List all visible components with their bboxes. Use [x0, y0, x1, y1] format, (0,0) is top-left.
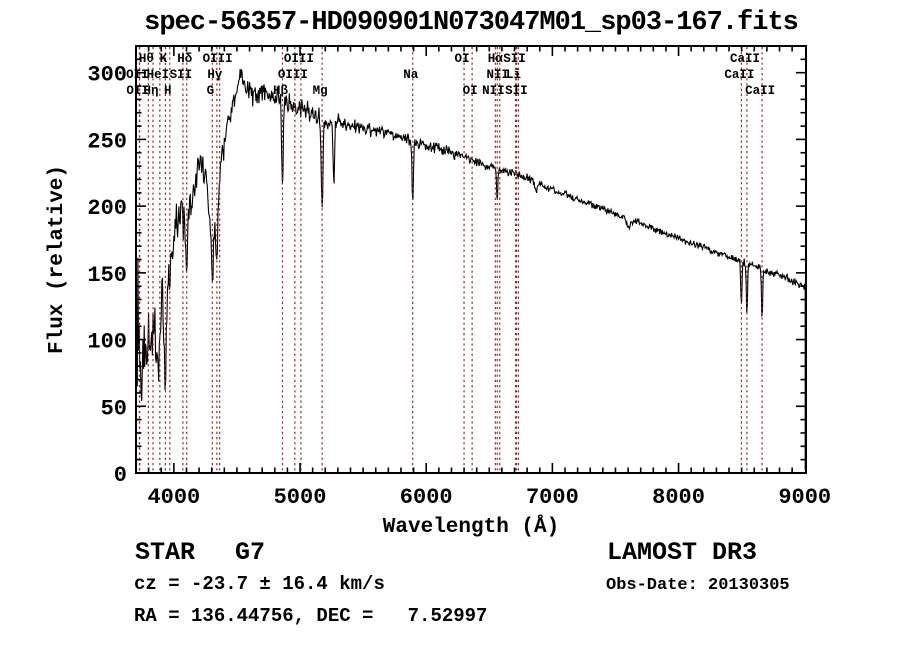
- class-label: STAR: [135, 538, 196, 567]
- spectrum-path: [135, 68, 806, 471]
- spectral-line-label: Hθ: [139, 52, 154, 66]
- plot-frame: [135, 45, 807, 474]
- classification-line: STAR G7: [135, 538, 265, 567]
- spectral-line-label: CaII: [745, 84, 775, 98]
- y-tick-label: 50: [101, 396, 127, 421]
- spectral-line-label: OI: [455, 52, 470, 66]
- spectral-line-label: OIII: [203, 52, 233, 66]
- y-tick-label: 0: [114, 463, 127, 488]
- x-tick-label: 6000: [400, 485, 453, 510]
- spectral-line-label: SII: [170, 68, 193, 82]
- radec-line: RA = 136.44756, DEC = 7.52997: [134, 605, 488, 627]
- spectral-line-label: Li: [506, 68, 521, 82]
- spectral-line-label: Hγ: [207, 68, 223, 82]
- release-label: LAMOST DR3: [607, 538, 758, 567]
- obsdate-line: Obs-Date: 20130305: [606, 576, 790, 595]
- spectral-line-label: NII: [482, 84, 505, 98]
- spectral-line-label: CaII: [730, 52, 760, 66]
- subclass-label: G7: [235, 538, 266, 567]
- spectral-line-label: OIII: [278, 68, 308, 82]
- y-tick-label: 300: [87, 63, 127, 88]
- spectral-line-label: Hη: [144, 84, 159, 98]
- spectral-line-label: SII: [503, 52, 526, 66]
- spectral-line-label: HeI: [147, 68, 170, 82]
- y-tick-label: 250: [87, 129, 127, 154]
- spectral-line-label: Mg: [313, 84, 328, 98]
- x-tick-label: 4000: [147, 485, 200, 510]
- cz-line: cz = -23.7 ± 16.4 km/s: [134, 573, 385, 595]
- spectral-line-label: OIII: [284, 52, 314, 66]
- spectral-line-label: Hβ: [273, 84, 289, 98]
- spectral-line-label: NII: [487, 68, 510, 82]
- spectral-line-label: Hα: [488, 52, 504, 66]
- spectral-line-label: Hδ: [177, 52, 192, 66]
- x-tick-label: 8000: [652, 485, 705, 510]
- spectral-line-label: OII: [126, 84, 149, 98]
- y-axis-label: Flux (relative): [46, 165, 69, 354]
- spectral-line-label: H: [164, 84, 172, 98]
- spectral-line-label: K: [160, 52, 168, 66]
- spectral-line-label: CaII: [724, 68, 754, 82]
- spectral-line-label: OII: [126, 68, 149, 82]
- y-tick-label: 150: [87, 263, 127, 288]
- x-tick-label: 9000: [778, 485, 831, 510]
- y-tick-label: 100: [87, 330, 127, 355]
- y-tick-label: 200: [87, 196, 127, 221]
- spectral-line-label: Na: [403, 68, 419, 82]
- plot-title: spec-56357-HD090901N073047M01_sp03-167.f…: [144, 8, 799, 38]
- spectral-line-label: SII: [505, 84, 528, 98]
- x-tick-label: 7000: [526, 485, 579, 510]
- spectral-line-label: OI: [463, 84, 478, 98]
- x-tick-label: 5000: [274, 485, 327, 510]
- x-axis-label: Wavelength (Å): [383, 514, 559, 539]
- spectral-line-label: G: [207, 84, 215, 98]
